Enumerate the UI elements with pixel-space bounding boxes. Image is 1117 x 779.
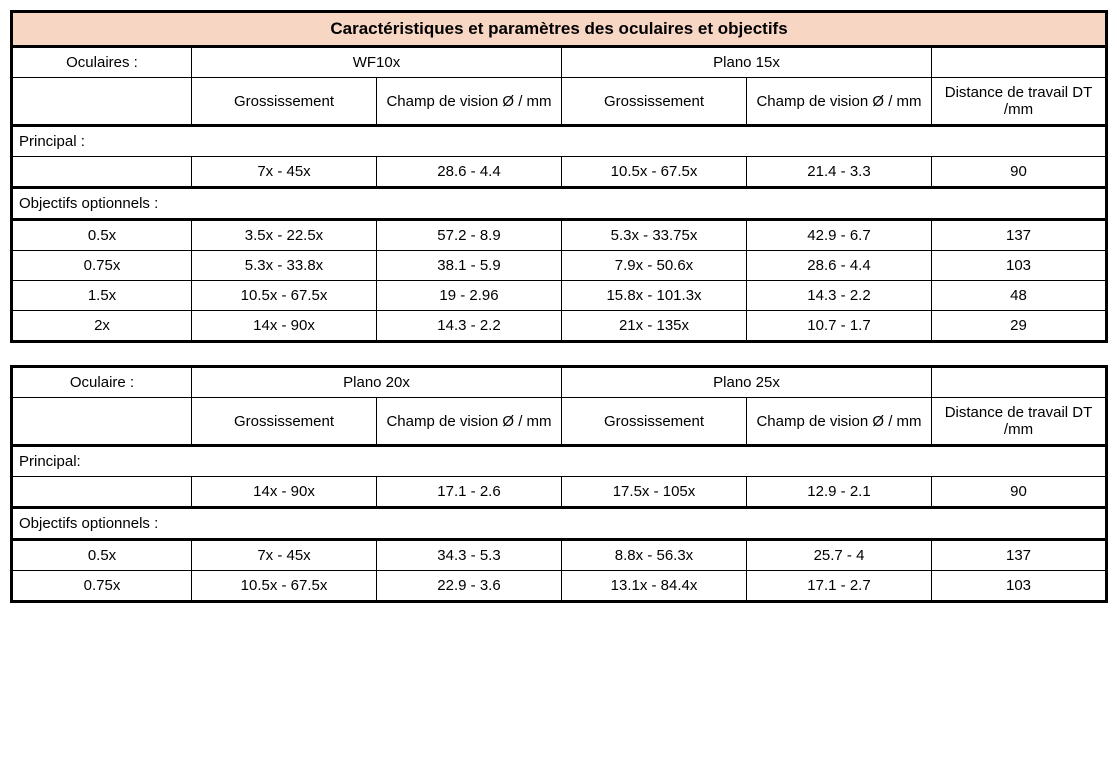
principal-label: Principal : (12, 126, 1107, 157)
principal-rowlabel (12, 157, 192, 188)
specs-table-1: Caractéristiques et paramètres des ocula… (10, 10, 1108, 343)
empty-cell (12, 78, 192, 126)
col-dt: Distance de travail DT /mm (932, 398, 1107, 446)
opt-label: 1.5x (12, 281, 192, 311)
opt-b-fov: 17.1 - 2.7 (747, 571, 932, 602)
opt-a-fov: 14.3 - 2.2 (377, 311, 562, 342)
principal-b-gross: 17.5x - 105x (562, 477, 747, 508)
optional-label: Objectifs optionnels : (12, 508, 1107, 540)
sub-header-row: Grossissement Champ de vision Ø / mm Gro… (12, 398, 1107, 446)
principal-dt: 90 (932, 157, 1107, 188)
opt-a-gross: 5.3x - 33.8x (192, 251, 377, 281)
opt-b-gross: 21x - 135x (562, 311, 747, 342)
table-row: 0.5x 7x - 45x 34.3 - 5.3 8.8x - 56.3x 25… (12, 540, 1107, 571)
opt-b-fov: 14.3 - 2.2 (747, 281, 932, 311)
principal-b-fov: 12.9 - 2.1 (747, 477, 932, 508)
opt-dt: 103 (932, 571, 1107, 602)
opt-label: 2x (12, 311, 192, 342)
ocular-b: Plano 25x (562, 367, 932, 398)
opt-dt: 103 (932, 251, 1107, 281)
opt-a-fov: 19 - 2.96 (377, 281, 562, 311)
opt-b-fov: 28.6 - 4.4 (747, 251, 932, 281)
col-fov-b: Champ de vision Ø / mm (747, 78, 932, 126)
principal-b-gross: 10.5x - 67.5x (562, 157, 747, 188)
principal-a-fov: 28.6 - 4.4 (377, 157, 562, 188)
table-spacer (10, 343, 1107, 365)
col-gross-b: Grossissement (562, 398, 747, 446)
opt-a-gross: 3.5x - 22.5x (192, 220, 377, 251)
opt-label: 0.5x (12, 540, 192, 571)
ocular-header-row: Oculaires : WF10x Plano 15x (12, 47, 1107, 78)
col-dt: Distance de travail DT /mm (932, 78, 1107, 126)
col-gross-a: Grossissement (192, 78, 377, 126)
opt-b-fov: 42.9 - 6.7 (747, 220, 932, 251)
opt-b-gross: 5.3x - 33.75x (562, 220, 747, 251)
opt-a-gross: 14x - 90x (192, 311, 377, 342)
opt-a-fov: 22.9 - 3.6 (377, 571, 562, 602)
col-gross-b: Grossissement (562, 78, 747, 126)
specs-table-2: Oculaire : Plano 20x Plano 25x Grossisse… (10, 365, 1108, 603)
opt-a-gross: 10.5x - 67.5x (192, 571, 377, 602)
optional-section-row: Objectifs optionnels : (12, 508, 1107, 540)
col-fov-a: Champ de vision Ø / mm (377, 398, 562, 446)
table-row: 0.5x 3.5x - 22.5x 57.2 - 8.9 5.3x - 33.7… (12, 220, 1107, 251)
opt-b-gross: 13.1x - 84.4x (562, 571, 747, 602)
oculaire-label: Oculaire : (12, 367, 192, 398)
empty-cell (932, 47, 1107, 78)
opt-label: 0.75x (12, 571, 192, 602)
sub-header-row: Grossissement Champ de vision Ø / mm Gro… (12, 78, 1107, 126)
principal-section-row: Principal: (12, 446, 1107, 477)
opt-label: 0.75x (12, 251, 192, 281)
opt-dt: 137 (932, 540, 1107, 571)
opt-dt: 29 (932, 311, 1107, 342)
principal-a-gross: 7x - 45x (192, 157, 377, 188)
opt-dt: 48 (932, 281, 1107, 311)
oculaire-label: Oculaires : (12, 47, 192, 78)
table-row: 0.75x 5.3x - 33.8x 38.1 - 5.9 7.9x - 50.… (12, 251, 1107, 281)
table-row: 1.5x 10.5x - 67.5x 19 - 2.96 15.8x - 101… (12, 281, 1107, 311)
col-gross-a: Grossissement (192, 398, 377, 446)
opt-b-gross: 7.9x - 50.6x (562, 251, 747, 281)
table-title: Caractéristiques et paramètres des ocula… (12, 12, 1107, 47)
opt-a-fov: 34.3 - 5.3 (377, 540, 562, 571)
optional-label: Objectifs optionnels : (12, 188, 1107, 220)
principal-a-gross: 14x - 90x (192, 477, 377, 508)
opt-dt: 137 (932, 220, 1107, 251)
ocular-header-row: Oculaire : Plano 20x Plano 25x (12, 367, 1107, 398)
opt-a-gross: 10.5x - 67.5x (192, 281, 377, 311)
ocular-a: Plano 20x (192, 367, 562, 398)
empty-cell (932, 367, 1107, 398)
principal-b-fov: 21.4 - 3.3 (747, 157, 932, 188)
principal-data-row: 14x - 90x 17.1 - 2.6 17.5x - 105x 12.9 -… (12, 477, 1107, 508)
principal-data-row: 7x - 45x 28.6 - 4.4 10.5x - 67.5x 21.4 -… (12, 157, 1107, 188)
col-fov-a: Champ de vision Ø / mm (377, 78, 562, 126)
ocular-a: WF10x (192, 47, 562, 78)
principal-a-fov: 17.1 - 2.6 (377, 477, 562, 508)
table-title-row: Caractéristiques et paramètres des ocula… (12, 12, 1107, 47)
opt-a-gross: 7x - 45x (192, 540, 377, 571)
col-fov-b: Champ de vision Ø / mm (747, 398, 932, 446)
opt-label: 0.5x (12, 220, 192, 251)
opt-a-fov: 38.1 - 5.9 (377, 251, 562, 281)
opt-b-gross: 15.8x - 101.3x (562, 281, 747, 311)
optional-section-row: Objectifs optionnels : (12, 188, 1107, 220)
opt-b-fov: 10.7 - 1.7 (747, 311, 932, 342)
opt-a-fov: 57.2 - 8.9 (377, 220, 562, 251)
principal-dt: 90 (932, 477, 1107, 508)
table-row: 0.75x 10.5x - 67.5x 22.9 - 3.6 13.1x - 8… (12, 571, 1107, 602)
principal-label: Principal: (12, 446, 1107, 477)
table-row: 2x 14x - 90x 14.3 - 2.2 21x - 135x 10.7 … (12, 311, 1107, 342)
principal-rowlabel (12, 477, 192, 508)
opt-b-gross: 8.8x - 56.3x (562, 540, 747, 571)
principal-section-row: Principal : (12, 126, 1107, 157)
empty-cell (12, 398, 192, 446)
opt-b-fov: 25.7 - 4 (747, 540, 932, 571)
ocular-b: Plano 15x (562, 47, 932, 78)
